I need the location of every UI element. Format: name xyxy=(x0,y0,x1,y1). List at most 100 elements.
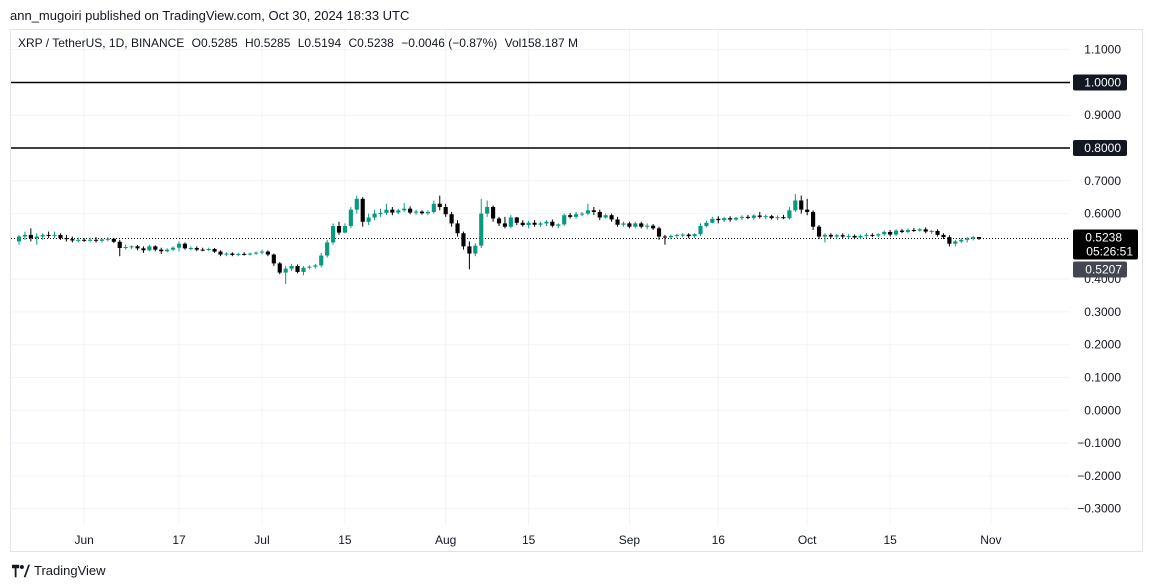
candle xyxy=(408,206,413,215)
candle xyxy=(194,246,199,252)
candle xyxy=(105,237,110,242)
candle-body xyxy=(651,225,656,229)
horizontal-lines xyxy=(11,81,1070,240)
candle xyxy=(674,233,679,239)
candle xyxy=(437,195,442,211)
candle-body xyxy=(538,223,543,225)
candle-body xyxy=(888,231,893,235)
candle-body xyxy=(253,252,259,254)
horizontal-line-label: 0.8000 xyxy=(1084,141,1121,155)
candle xyxy=(893,229,899,236)
candle xyxy=(236,252,241,257)
candle-body xyxy=(834,235,839,237)
x-tick-label: Oct xyxy=(798,533,817,547)
x-tick-label: Sep xyxy=(619,533,641,547)
candle-body xyxy=(668,235,673,238)
legend-symbol[interactable]: XRP / TetherUS, 1D, BINANCE xyxy=(18,36,185,50)
candle xyxy=(704,220,709,228)
candle-body xyxy=(674,234,679,236)
candle xyxy=(76,237,81,243)
candle-body xyxy=(342,226,348,233)
candle-body xyxy=(965,238,970,240)
candle xyxy=(431,200,436,214)
candle-body xyxy=(491,207,496,219)
candle-body xyxy=(686,234,691,237)
candle-body xyxy=(947,237,952,244)
candle xyxy=(242,252,247,256)
candle-body xyxy=(93,239,99,241)
candle xyxy=(811,210,816,230)
candle-body xyxy=(58,234,63,239)
candle-body xyxy=(319,255,324,266)
candle xyxy=(378,208,383,217)
candle-body xyxy=(141,248,146,251)
candle-body xyxy=(153,246,158,250)
candle xyxy=(698,223,703,236)
candle xyxy=(171,246,176,251)
candle-body xyxy=(123,247,128,249)
candle xyxy=(34,233,39,245)
candle-body xyxy=(479,213,484,246)
candle-body xyxy=(568,215,573,217)
published-by-text: ann_mugoiri published on TradingView.com… xyxy=(10,8,410,23)
candle xyxy=(514,216,519,226)
candle xyxy=(443,203,448,217)
candle-body xyxy=(331,226,336,243)
candle xyxy=(64,234,69,242)
candle xyxy=(22,231,28,240)
candle-body xyxy=(105,238,110,240)
candle xyxy=(129,245,134,249)
chart-frame xyxy=(10,29,1143,552)
candle xyxy=(793,193,798,212)
candle-body xyxy=(591,210,596,212)
candle-body xyxy=(627,223,632,227)
candle-body xyxy=(526,222,531,226)
candle xyxy=(846,233,851,239)
candle-body xyxy=(218,251,223,255)
x-tick-label: 17 xyxy=(172,533,186,547)
candle-body xyxy=(46,234,51,236)
candle-body xyxy=(544,221,549,224)
candle-body xyxy=(70,239,75,241)
y-tick-label: 0.3000 xyxy=(1084,305,1121,319)
candle-body xyxy=(633,223,638,227)
candle-body xyxy=(206,248,211,250)
candle-body xyxy=(182,243,188,249)
candle-body xyxy=(307,266,312,268)
tradingview-logo[interactable]: TradingView xyxy=(12,563,106,578)
y-tick-label: 0.6000 xyxy=(1084,207,1121,221)
candle xyxy=(348,207,353,229)
candle xyxy=(165,248,170,253)
candle-body xyxy=(212,248,217,252)
candle xyxy=(218,250,223,257)
candle xyxy=(597,209,602,221)
candle xyxy=(971,235,976,241)
candle xyxy=(360,197,365,227)
candle xyxy=(953,239,958,247)
candle xyxy=(959,238,964,244)
candle-body xyxy=(64,238,69,240)
candle xyxy=(319,252,324,268)
candle-body xyxy=(236,253,241,255)
candle-body xyxy=(313,265,318,267)
candle xyxy=(550,219,555,228)
candle xyxy=(271,253,276,267)
candle-body xyxy=(265,251,270,255)
candle xyxy=(651,224,656,230)
candle xyxy=(633,221,638,229)
candle xyxy=(573,211,579,219)
candle xyxy=(40,233,45,240)
candle xyxy=(941,233,946,240)
candle xyxy=(579,211,585,217)
candle-body xyxy=(111,238,116,242)
candle xyxy=(402,203,407,212)
candle-body xyxy=(858,235,863,238)
candle xyxy=(781,214,786,220)
candle-body xyxy=(99,239,105,241)
candle xyxy=(230,252,235,257)
candle xyxy=(123,244,128,250)
candle xyxy=(147,244,152,252)
candle-body xyxy=(769,216,774,219)
candle-body xyxy=(52,234,57,236)
